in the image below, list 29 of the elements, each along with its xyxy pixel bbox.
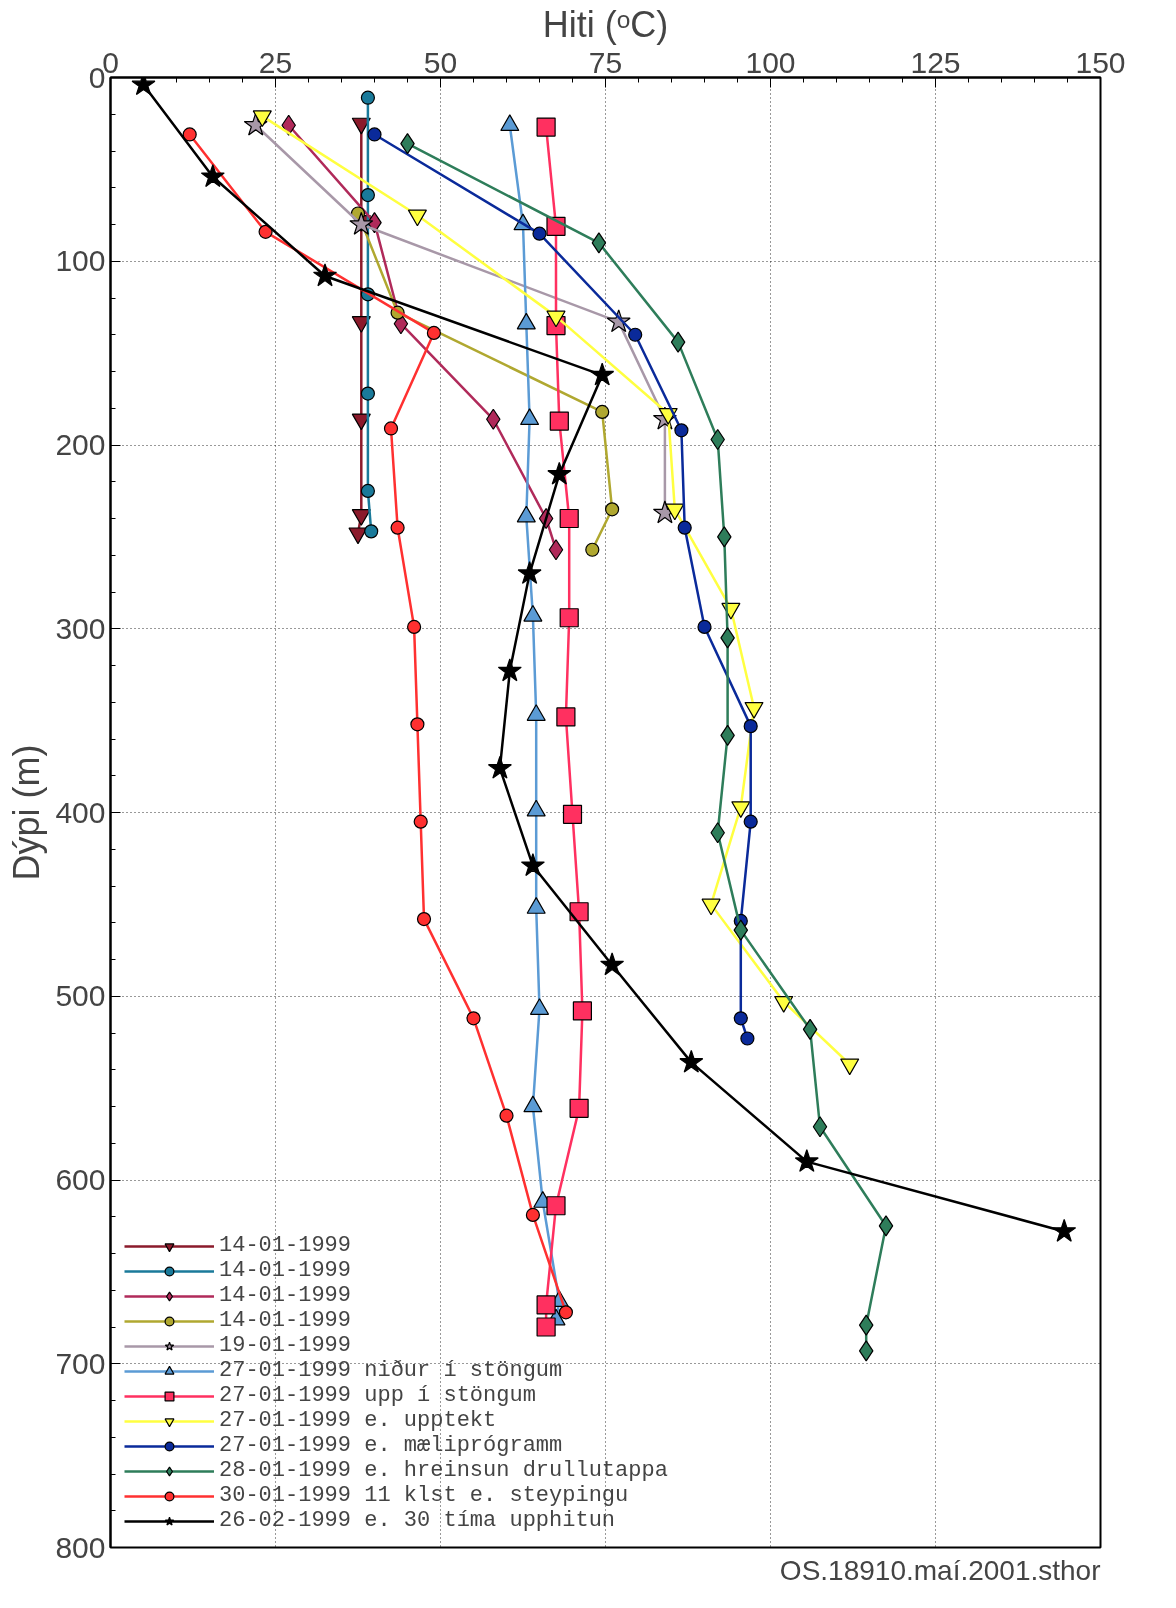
- legend-label: 14-01-1999: [219, 1283, 352, 1308]
- legend-label: 30-01-1999 11 klst e. steypingu: [219, 1483, 629, 1508]
- x-axis-title: Hiti (ᵒC): [542, 3, 669, 45]
- y-tick-label: 400: [55, 795, 106, 829]
- x-tick-label: 50: [423, 45, 458, 79]
- legend-label: 27-01-1999 upp í stöngum: [219, 1383, 536, 1408]
- legend-label: 19-01-1999: [219, 1333, 352, 1358]
- x-tick-label: 100: [745, 45, 796, 79]
- y-axis-title: Dýpi (m): [6, 744, 48, 881]
- legend-label: 28-01-1999 e. hreinsun drullutappa: [219, 1458, 668, 1483]
- x-tick-label: 75: [588, 45, 623, 79]
- y-tick-label: 300: [55, 611, 106, 645]
- legend-label: 27-01-1999 e. upptekt: [219, 1408, 497, 1433]
- y-tick-label: 100: [55, 244, 106, 278]
- legend-label: 14-01-1999: [219, 1308, 352, 1333]
- legend-label: 26-02-1999 e. 30 tíma upphitun: [219, 1508, 616, 1533]
- y-tick-label: 800: [55, 1530, 106, 1564]
- text: OS.18910.maí.2001.sthor: [779, 1554, 1101, 1586]
- y-tick-label: 700: [55, 1346, 106, 1380]
- legend-label: 27-01-1999 niður í stöngum: [219, 1358, 563, 1383]
- legend-label: 14-01-1999: [219, 1258, 352, 1283]
- x-tick-label: 125: [910, 45, 961, 79]
- y-tick-label: 200: [55, 428, 106, 461]
- legend-label: 27-01-1999 e. mæliprógramm: [219, 1433, 563, 1458]
- x-tick-label: 25: [258, 45, 293, 79]
- x-tick-label: 150: [1075, 45, 1126, 79]
- y-tick-label: 600: [55, 1163, 106, 1196]
- y-tick-label: 500: [55, 979, 106, 1013]
- legend-label: 14-01-1999: [219, 1233, 352, 1258]
